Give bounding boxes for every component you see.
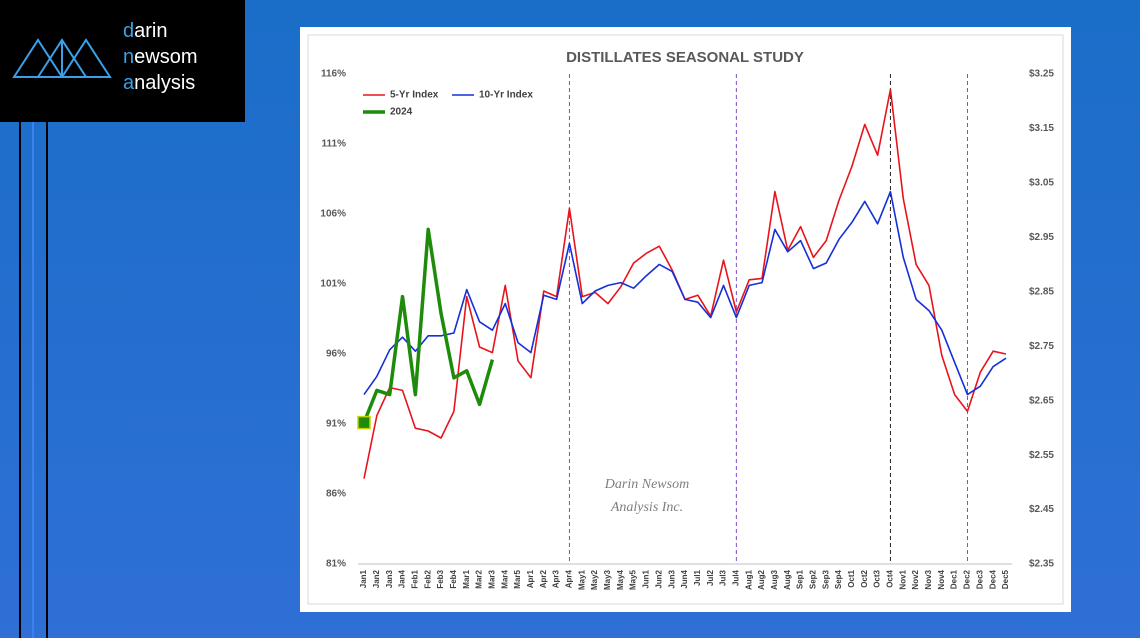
legend-label: 2024 [390, 107, 413, 118]
y-tick-label: 86% [326, 489, 346, 500]
y-tick-label: 101% [320, 279, 346, 290]
x-tick-label: Feb2 [423, 569, 432, 588]
x-tick-label: Jun4 [680, 569, 689, 588]
x-tick-label: Mar2 [475, 569, 484, 588]
x-tick-label: Nov4 [937, 569, 946, 589]
x-tick-label: May4 [616, 569, 625, 590]
x-tick-label: Jan3 [385, 569, 394, 588]
x-tick-label: Dec3 [975, 569, 984, 589]
x-tick-label: Dec1 [950, 569, 959, 589]
x-tick-label: May1 [577, 569, 586, 590]
y2-tick-label: $2.65 [1029, 395, 1054, 406]
logo-initial: d [123, 20, 134, 42]
logo-icon [12, 38, 112, 78]
legend-label: 5-Yr Index [390, 90, 439, 101]
x-tick-label: Apr1 [526, 569, 535, 588]
x-tick-label: Aug2 [757, 569, 766, 590]
x-tick-label: Apr2 [539, 569, 548, 588]
chart-panel [300, 27, 1071, 612]
x-tick-label: Aug4 [783, 569, 792, 590]
x-tick-label: Aug1 [744, 569, 753, 590]
y2-tick-label: $2.35 [1029, 559, 1054, 570]
series-line [362, 227, 495, 424]
y2-tick-label: $2.55 [1029, 450, 1054, 461]
x-tick-label: Apr4 [565, 569, 574, 588]
x-tick-label: Sep3 [821, 569, 830, 589]
logo-text: newsom [123, 46, 197, 68]
y2-tick-label: $2.75 [1029, 341, 1054, 352]
x-tick-label: Jul2 [706, 569, 715, 586]
x-tick-label: Sep4 [834, 569, 843, 589]
x-tick-label: Apr3 [552, 569, 561, 588]
chart-title: DISTILLATES SEASONAL STUDY [566, 49, 804, 66]
y-tick-label: 116% [321, 69, 346, 80]
watermark: Darin Newsom [604, 477, 689, 492]
x-tick-label: May2 [590, 569, 599, 590]
x-tick-label: Dec5 [1001, 569, 1010, 589]
x-tick-label: Jun3 [667, 569, 676, 588]
x-tick-label: Jan4 [398, 569, 407, 588]
x-tick-label: Oct2 [860, 569, 869, 587]
x-tick-label: Sep1 [796, 569, 805, 589]
logo-text: darin [123, 20, 167, 42]
x-tick-label: Jul4 [731, 569, 740, 586]
y-tick-label: 106% [320, 209, 346, 220]
x-tick-label: Mar5 [513, 569, 522, 588]
x-tick-label: Mar1 [462, 569, 471, 588]
y2-tick-label: $3.25 [1029, 69, 1054, 80]
x-tick-label: Nov2 [911, 569, 920, 589]
logo-initial: a [123, 72, 135, 94]
x-tick-label: Oct4 [886, 569, 895, 587]
x-tick-label: May3 [603, 569, 612, 590]
y2-tick-label: $2.45 [1029, 504, 1054, 515]
logo-rest: arin [134, 20, 167, 42]
x-tick-label: Nov1 [898, 569, 907, 589]
logo-initial: n [123, 46, 134, 68]
x-tick-label: Jun2 [654, 569, 663, 588]
y2-tick-label: $3.15 [1029, 123, 1054, 134]
x-tick-label: May5 [629, 569, 638, 590]
logo-box [0, 0, 245, 122]
logo-text: analysis [123, 72, 195, 94]
y-tick-label: 81% [326, 559, 346, 570]
logo-rest: nalysis [134, 72, 195, 94]
x-tick-label: Aug3 [770, 569, 779, 590]
legend-label: 10-Yr Index [479, 90, 533, 101]
x-tick-label: Jan2 [372, 569, 381, 588]
x-tick-label: Jul1 [693, 569, 702, 586]
x-tick-label: Oct1 [847, 569, 856, 587]
y-tick-label: 111% [322, 139, 347, 150]
x-tick-label: Jun1 [642, 569, 651, 588]
x-tick-label: Feb4 [449, 569, 458, 588]
point-marker [357, 415, 371, 430]
x-tick-label: Feb1 [410, 569, 419, 588]
x-tick-label: Dec4 [988, 569, 997, 589]
x-tick-label: Jul3 [719, 569, 728, 586]
x-tick-label: Jan1 [359, 569, 368, 588]
y2-tick-label: $3.05 [1029, 178, 1054, 189]
x-tick-label: Sep2 [809, 569, 818, 589]
x-tick-label: Dec2 [963, 569, 972, 589]
logo-rest: ewsom [134, 46, 197, 68]
series-line [363, 190, 1007, 396]
y2-tick-label: $2.85 [1029, 286, 1054, 297]
x-tick-label: Nov3 [924, 569, 933, 589]
x-tick-label: Mar4 [500, 569, 509, 588]
x-tick-label: Mar3 [488, 569, 497, 588]
watermark: Analysis Inc. [610, 500, 683, 515]
y-tick-label: 91% [326, 419, 346, 430]
y-tick-label: 96% [326, 349, 346, 360]
chart-frame [307, 34, 1064, 605]
y2-tick-label: $2.95 [1029, 232, 1054, 243]
x-tick-label: Feb3 [436, 569, 445, 588]
x-tick-label: Oct3 [873, 569, 882, 587]
